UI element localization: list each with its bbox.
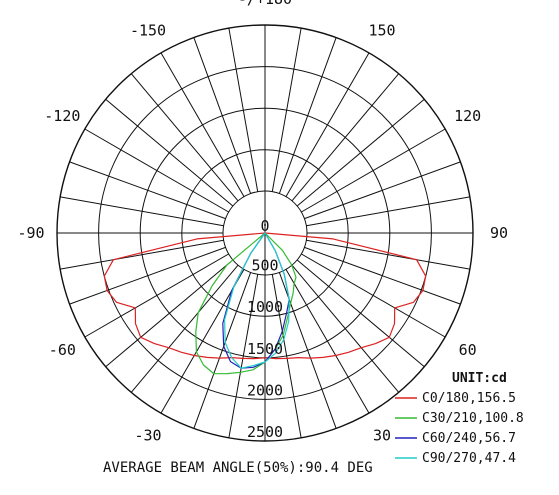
grid-spoke (301, 128, 446, 213)
angle-label: 30 (373, 427, 391, 445)
grid-spoke (228, 274, 259, 438)
grid-spoke (306, 196, 470, 227)
grid-spoke (69, 161, 226, 220)
legend-entry: C0/180,156.5 (422, 391, 516, 406)
angle-label: -120 (44, 107, 80, 125)
legend-entry: C90/270,47.4 (422, 451, 516, 466)
average-beam-angle-label: AVERAGE BEAM ANGLE(50%):90.4 DEG (103, 460, 373, 476)
legend-entry: C60/240,56.7 (422, 431, 516, 446)
angle-label: -90 (17, 224, 44, 242)
grid-spoke (130, 73, 239, 202)
grid-spoke (271, 274, 302, 438)
legend: UNIT:cd C0/180,156.5 C30/210,100.8 C60/240… (395, 371, 524, 466)
angle-label: -30 (134, 427, 161, 445)
grid-spoke (278, 37, 337, 194)
radial-tick-label: 1500 (247, 340, 283, 358)
grid-spoke (296, 98, 425, 207)
radial-tick-label: 2000 (247, 381, 283, 399)
angle-label: -150 (130, 21, 166, 39)
grid-spoke (193, 272, 252, 429)
grid-spoke (160, 52, 245, 197)
angle-label: 150 (368, 21, 395, 39)
angle-label: -/+180 (238, 0, 292, 8)
series-curve-4 (224, 232, 290, 369)
angle-label: 90 (490, 224, 508, 242)
grid-spoke (301, 253, 446, 338)
grid-spoke (285, 52, 370, 197)
grid-spoke (69, 246, 226, 305)
grid-spoke (291, 264, 400, 393)
grid-spoke (306, 239, 470, 270)
grid-spoke (228, 28, 259, 192)
polar-grid (56, 24, 474, 442)
radial-tick-label: 500 (251, 257, 278, 275)
grid-spoke (84, 128, 229, 213)
radial-tick-label: 2500 (247, 423, 283, 441)
axis-labels: -/+180 150 120 90 60 30 -30 -60 -90 -120 -150 0 500 1… (17, 0, 508, 445)
grid-spoke (304, 246, 461, 305)
series-curve-1 (103, 232, 427, 360)
grid-spoke (285, 269, 370, 414)
grid-spoke (60, 239, 224, 270)
intensity-curves (103, 232, 427, 375)
grid-spoke (105, 98, 234, 207)
angle-label: 120 (454, 107, 481, 125)
radial-tick-label: 0 (260, 217, 269, 235)
grid-spoke (105, 259, 234, 368)
grid-spoke (193, 37, 252, 194)
grid-spoke (84, 253, 229, 338)
grid-spoke (304, 161, 461, 220)
legend-unit-label: UNIT:cd (452, 371, 507, 386)
angle-label: -60 (49, 341, 76, 359)
series-curve-2 (195, 232, 297, 375)
grid-spoke (60, 196, 224, 227)
grid-spoke (291, 73, 400, 202)
radial-tick-label: 1000 (247, 298, 283, 316)
grid-spoke (296, 259, 425, 368)
grid-spoke (160, 269, 245, 414)
angle-label: 60 (459, 341, 477, 359)
grid-spoke (130, 264, 239, 393)
legend-entry: C30/210,100.8 (422, 411, 524, 426)
grid-spoke (271, 28, 302, 192)
